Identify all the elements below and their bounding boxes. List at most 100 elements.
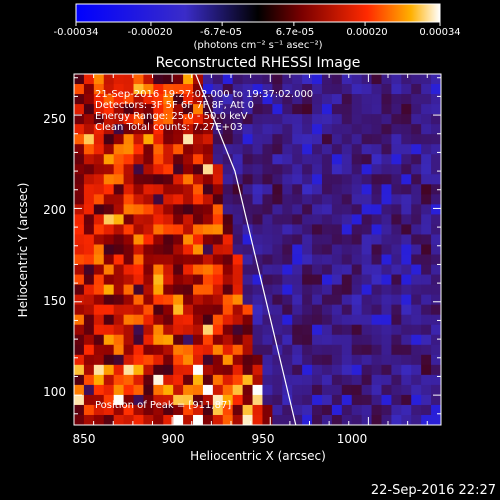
heatmap-cell xyxy=(421,104,432,115)
heatmap-cell xyxy=(391,304,402,316)
annotation-detectors: Detectors: 3F 5F 6F 7F 8F, Att 0 xyxy=(95,100,254,111)
heatmap-cell xyxy=(123,84,134,95)
heatmap-cell xyxy=(401,364,412,376)
colorbar-tick-label: 6.7e-05 xyxy=(276,27,314,38)
heatmap-cell xyxy=(83,324,95,336)
heatmap-cell xyxy=(292,164,303,175)
heatmap-cell xyxy=(74,214,85,225)
heatmap-cell xyxy=(242,104,253,115)
heatmap-cell xyxy=(212,224,224,235)
heatmap-cell xyxy=(401,334,412,346)
heatmap-cell xyxy=(391,394,402,406)
heatmap-cell xyxy=(143,214,154,225)
heatmap-cell xyxy=(113,414,124,425)
heatmap-cell xyxy=(103,274,115,285)
heatmap-cell xyxy=(123,384,134,396)
heatmap-cell xyxy=(183,384,194,396)
heatmap-cell xyxy=(411,114,422,125)
heatmap-cell xyxy=(183,84,194,95)
heatmap-cell xyxy=(103,394,115,406)
heatmap-cell xyxy=(183,314,194,326)
heatmap-cell xyxy=(133,404,144,416)
heatmap-cell xyxy=(351,114,363,125)
heatmap-cell xyxy=(361,324,372,336)
heatmap-cell xyxy=(74,94,85,105)
heatmap-cell xyxy=(193,284,204,296)
heatmap-cell xyxy=(74,84,85,95)
heatmap-cell xyxy=(361,104,372,115)
heatmap-cell xyxy=(212,304,224,316)
heatmap-cell xyxy=(242,324,253,336)
y-tick-label: 150 xyxy=(43,294,66,308)
heatmap-cell xyxy=(361,224,372,235)
heatmap-cell xyxy=(321,94,333,105)
heatmap-cell xyxy=(173,194,184,205)
heatmap-cell xyxy=(361,144,372,155)
heatmap-cell xyxy=(103,94,115,105)
heatmap-cell xyxy=(252,184,263,195)
heatmap-cells xyxy=(74,74,441,425)
heatmap-cell xyxy=(282,354,293,366)
heatmap-cell xyxy=(421,74,432,85)
heatmap-cell xyxy=(83,224,95,235)
heatmap-cell xyxy=(421,214,432,225)
y-tick-label: 250 xyxy=(43,112,66,126)
heatmap-cell xyxy=(212,364,224,376)
heatmap-cell xyxy=(411,104,422,115)
heatmap-cell xyxy=(391,404,402,416)
heatmap-cell xyxy=(262,174,273,185)
heatmap-cell xyxy=(193,214,204,225)
heatmap-cell xyxy=(321,364,333,376)
heatmap-cell xyxy=(93,104,105,115)
heatmap-cell xyxy=(123,114,134,125)
heatmap-cell xyxy=(222,344,234,356)
heatmap-cell xyxy=(212,174,224,185)
heatmap-cell xyxy=(83,314,95,326)
heatmap-cell xyxy=(252,254,263,265)
heatmap-cell xyxy=(321,134,333,145)
heatmap-cell xyxy=(371,234,382,245)
heatmap-cell xyxy=(133,114,144,125)
colorbar-tick-label: 0.00034 xyxy=(419,27,460,38)
heatmap-cell xyxy=(183,164,194,175)
heatmap-cell xyxy=(292,324,303,336)
heatmap-cell xyxy=(282,374,293,386)
heatmap-cell xyxy=(292,214,303,225)
heatmap-cell xyxy=(193,134,204,145)
heatmap-cell xyxy=(153,314,164,326)
heatmap-cell xyxy=(163,404,174,416)
heatmap-cell xyxy=(341,224,353,235)
heatmap-cell xyxy=(74,394,85,406)
heatmap-cell xyxy=(173,174,184,185)
heatmap-cell xyxy=(361,134,372,145)
heatmap-cell xyxy=(232,324,244,336)
heatmap-cell xyxy=(113,184,124,195)
heatmap-cell xyxy=(401,184,412,195)
heatmap-cell xyxy=(222,254,234,265)
heatmap-cell xyxy=(252,204,263,215)
heatmap-cell xyxy=(321,154,333,165)
heatmap-cell xyxy=(361,74,372,85)
heatmap-cell xyxy=(212,244,224,255)
heatmap-cell xyxy=(431,184,441,195)
heatmap-cell xyxy=(143,124,154,135)
heatmap-cell xyxy=(351,174,363,185)
heatmap-cell xyxy=(341,384,353,396)
heatmap-cell xyxy=(103,184,115,195)
heatmap-cell xyxy=(321,214,333,225)
heatmap-cell xyxy=(123,204,134,215)
heatmap-cell xyxy=(193,204,204,215)
heatmap-cell xyxy=(232,124,244,135)
heatmap-cell xyxy=(123,324,134,336)
heatmap-cell xyxy=(401,224,412,235)
heatmap-cell xyxy=(282,264,293,275)
heatmap-cell xyxy=(83,344,95,356)
heatmap-cell xyxy=(431,354,441,366)
heatmap-cell xyxy=(143,144,154,155)
heatmap-cell xyxy=(371,144,382,155)
heatmap-cell xyxy=(391,194,402,205)
heatmap-cell xyxy=(272,144,283,155)
heatmap-cell xyxy=(113,214,124,225)
heatmap-cell xyxy=(292,204,303,215)
heatmap-cell xyxy=(411,354,422,366)
